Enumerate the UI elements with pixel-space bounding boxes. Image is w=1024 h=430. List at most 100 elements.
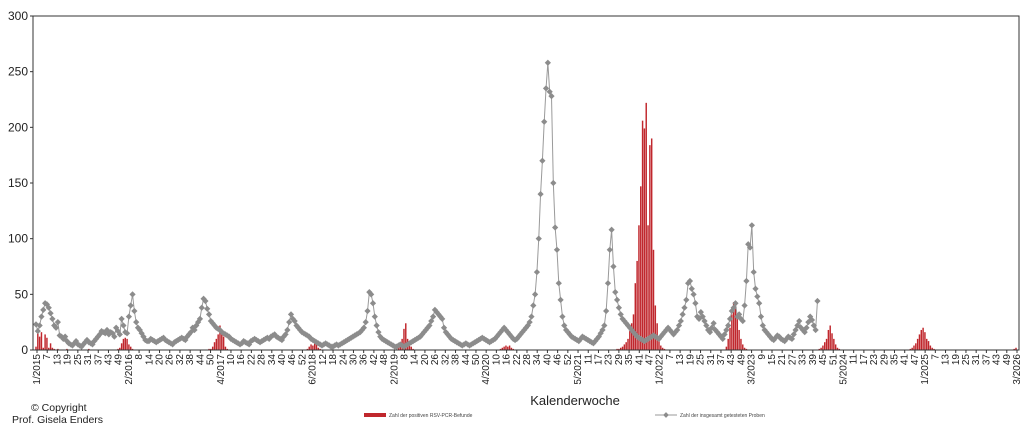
line-marker [129,291,136,298]
bar [834,344,837,350]
x-tick-label: 1/2025 [920,354,931,385]
bar [933,348,935,350]
bar [818,348,820,350]
y-tick-label: 0 [21,343,28,357]
x-tick-label: 12 [318,354,329,366]
bar [645,102,647,350]
bar [630,323,633,350]
x-tick-label: 1/2022 [655,354,666,385]
x-tick-label: 23 [869,354,880,366]
x-tick-label: 7 [665,354,676,360]
bar [727,338,729,350]
x-tick-label: 25 [73,354,84,366]
line-marker [541,118,548,125]
line-marker [681,304,688,311]
line-marker [373,322,380,329]
bar [647,225,649,350]
bar [319,348,321,350]
x-tick-label: 43 [992,354,1003,366]
bar [210,348,212,350]
x-tick-label: 19 [951,354,962,366]
bar [640,186,642,350]
x-tick-label: 43 [726,354,737,366]
line-marker [726,315,734,322]
bar [120,343,123,350]
bar [215,338,218,350]
x-tick-label: 3/2023 [747,354,758,385]
x-tick-label: 40 [277,354,288,366]
line-marker [555,280,562,287]
bar [643,128,646,350]
y-axis: 0 50 100 150 200 250 300 [8,9,33,357]
bar [1013,348,1015,350]
line-marker [548,93,555,100]
x-tick-label: 31 [706,354,717,366]
x-tick-label: 44 [461,354,472,366]
x-tick-label: 17 [859,354,870,366]
x-axis-label: Kalenderwoche [530,393,620,408]
x-tick-label: 35 [890,354,901,366]
y-tick-label: 150 [8,176,28,190]
line-marker [750,268,757,276]
bar [731,314,733,350]
line-marker [286,319,293,326]
legend-line-marker [663,412,669,418]
x-tick-label: 38 [185,354,196,366]
line-marker [528,313,535,320]
x-tick-label: 35 [624,354,635,366]
y-tick-label: 100 [8,232,28,246]
bar [46,337,48,350]
x-tick-label: 7 [42,354,53,360]
bar [221,331,223,350]
bar [650,138,653,350]
bar [117,348,119,350]
bar [918,334,921,350]
x-tick-label: 5/2021 [573,354,584,385]
line-marker [604,280,612,287]
bar [836,347,839,350]
x-tick-label: 52 [563,354,574,366]
x-tick-label: 39 [808,354,819,366]
bar [213,342,216,350]
x-tick-label: 14 [410,354,421,366]
x-tick-label: 4/2020 [481,354,492,385]
legend-bar-label: Zahl der positiven RSV-PCR-Befunde [389,413,473,419]
x-tick-label: 41 [900,354,911,366]
line-marker [204,305,211,312]
line-marker [674,326,681,334]
bar [734,305,737,350]
line-marker [748,222,755,229]
x-tick-label: 49 [736,354,747,366]
line-marker [561,322,568,329]
x-tick-label: 4/2017 [216,354,227,385]
x-tick-label: 20 [155,354,166,366]
x-tick-label: 26 [165,354,176,366]
x-tick-label: 24 [338,354,349,366]
bar [663,348,666,350]
line-marker [426,322,433,329]
x-tick-label: 33 [798,354,809,366]
bar [128,344,130,350]
bar [833,338,835,350]
bar [503,346,505,350]
bar [929,345,932,350]
line-marker [608,226,615,233]
bar [505,345,507,350]
x-tick-label: 41 [634,354,645,366]
bar [510,347,513,350]
line-marker [49,315,56,322]
line-marker [127,302,134,309]
bar [44,334,46,350]
x-axis: 1/2015 7 13 19 25 31 37 43 49 2/2016 8 14 20 26 32 38 44… [32,350,1023,385]
bar [743,347,746,350]
line-marker [730,304,737,311]
x-tick-label: 19 [685,354,696,366]
line-marker [690,291,697,298]
line-marker [375,329,382,336]
line-marker [741,302,748,309]
x-tick-label: 22 [246,354,257,366]
bar [208,348,210,350]
line-marker [360,324,367,331]
line-marker [38,313,45,320]
bar [53,348,55,350]
